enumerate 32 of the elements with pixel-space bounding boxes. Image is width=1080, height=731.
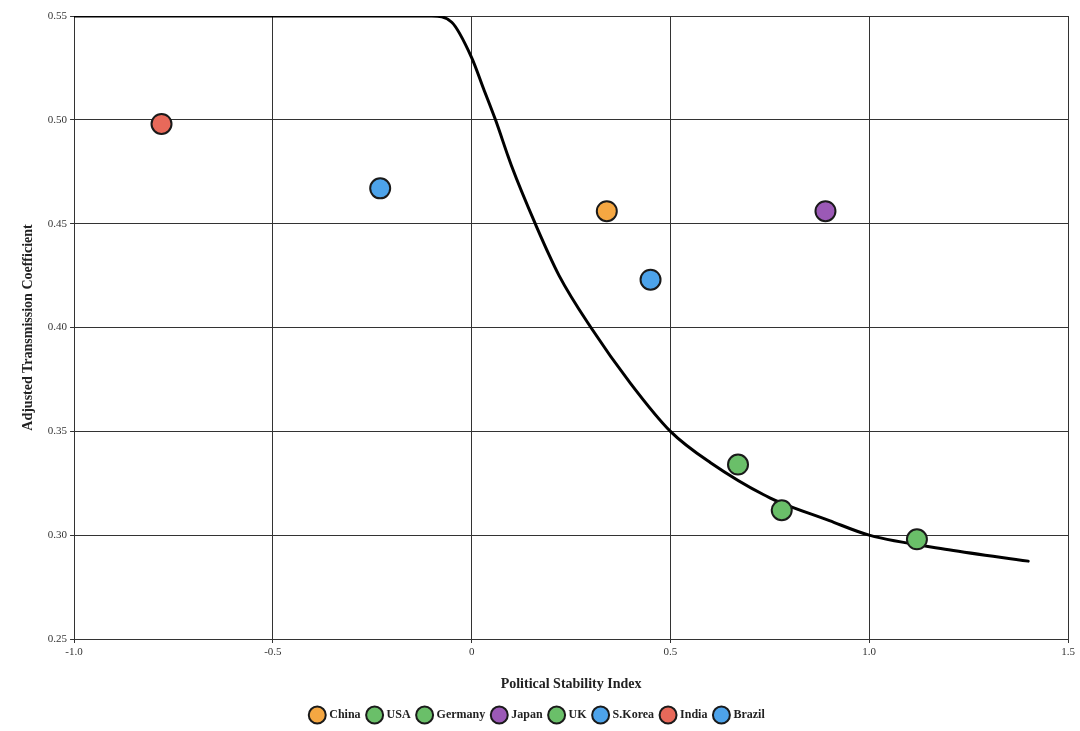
point [150, 112, 173, 135]
legend-label: USA [386, 707, 411, 722]
y-tick-label: 0.25 [47, 631, 68, 644]
y-axis-title: Adjusted Transmission Coefficient [20, 223, 36, 431]
legend-label: UK [568, 707, 588, 722]
legend-label: S.Korea [612, 707, 655, 722]
y-tick-label: 0.35 [47, 424, 68, 437]
x-tick-label: -0.5 [264, 645, 283, 658]
point [814, 200, 837, 223]
point [905, 528, 928, 551]
legend-label: China [329, 707, 361, 722]
x-tick-label: 1.0 [862, 645, 877, 658]
legend-label: Germany [436, 707, 486, 722]
point [595, 200, 618, 223]
y-tick-label: 0.30 [47, 528, 68, 541]
y-tick-label: 0.55 [47, 8, 68, 21]
y-tick-label: 0.40 [47, 320, 68, 333]
point [639, 268, 662, 291]
x-axis-title: Political Stability Index [500, 676, 642, 692]
point [770, 499, 793, 522]
legend-label: India [680, 707, 708, 722]
point [369, 177, 392, 200]
x-tick-label: 0 [468, 645, 475, 658]
y-tick-label: 0.45 [47, 216, 68, 229]
line-series [74, 16, 1030, 563]
y-tick-label: 0.50 [47, 112, 68, 125]
legend-label: Brazil [733, 707, 766, 722]
point [727, 453, 750, 476]
x-tick-label: 1.5 [1061, 645, 1076, 658]
x-tick-label: -1.0 [65, 645, 84, 658]
x-tick-label: 0.5 [663, 645, 678, 658]
legend-label: Japan [511, 707, 543, 722]
